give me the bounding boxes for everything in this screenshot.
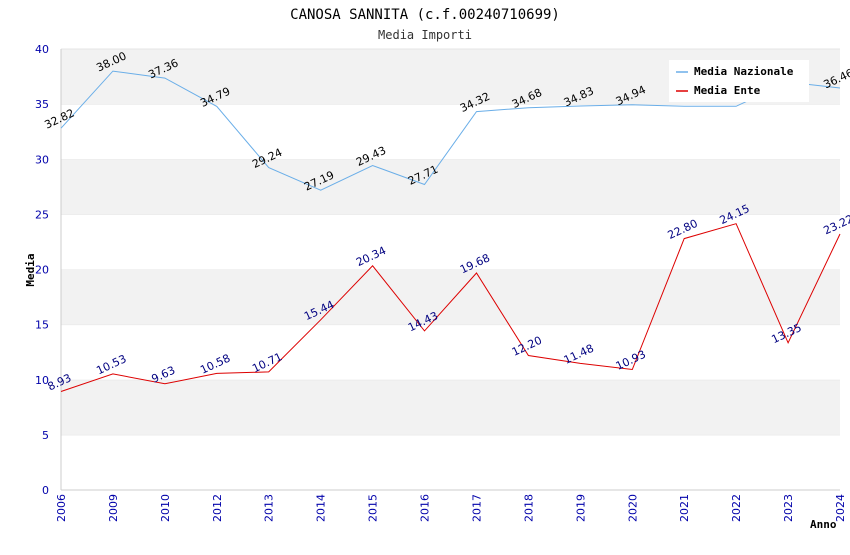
- x-tick-label: 2023: [782, 494, 795, 522]
- x-tick-label: 2012: [211, 494, 224, 522]
- series-line-media-ente: [60, 223, 841, 392]
- x-tick-label: 2018: [522, 494, 535, 522]
- x-tick-label: 2006: [55, 494, 68, 522]
- grid-band: [61, 269, 840, 325]
- chart-title: CANOSA SANNITA (c.f.00240710699): [290, 7, 560, 23]
- y-tick-label: 25: [35, 208, 49, 221]
- legend-label-nazionale: Media Nazionale: [694, 65, 794, 78]
- y-tick-label: 35: [35, 98, 49, 111]
- series-lines: [60, 70, 841, 392]
- y-tick-label: 5: [42, 429, 49, 442]
- x-axis-title: Anno: [810, 518, 837, 531]
- x-tick-label: 2013: [263, 494, 276, 522]
- legend: Media Nazionale Media Ente: [669, 60, 809, 102]
- x-tick-label: 2010: [159, 494, 172, 522]
- x-axis-ticks: 2006 2009 2010 2012 2013 2014 2015 2016 2017 2018…: [55, 494, 847, 522]
- grid-band: [61, 379, 840, 435]
- y-axis-title: Media: [24, 253, 37, 286]
- x-tick-label: 2017: [470, 494, 483, 522]
- x-tick-label: 2020: [626, 494, 639, 522]
- chart-subtitle: Media Importi: [378, 28, 472, 42]
- x-tick-label: 2009: [107, 494, 120, 522]
- y-tick-label: 15: [35, 319, 49, 332]
- y-tick-label: 30: [35, 153, 49, 166]
- x-tick-label: 2024: [834, 494, 847, 522]
- y-tick-label: 40: [35, 43, 49, 56]
- grid-band: [61, 324, 840, 380]
- y-axis-ticks: 0 5 10 15 20 25 30 35 40: [35, 43, 49, 497]
- grid-band: [61, 434, 840, 490]
- x-tick-label: 2019: [574, 494, 587, 522]
- y-tick-label: 20: [35, 264, 49, 277]
- grid-bands: [60, 48, 840, 491]
- x-tick-label: 2016: [419, 494, 432, 522]
- y-tick-label: 10: [35, 374, 49, 387]
- x-tick-label: 2022: [730, 494, 743, 522]
- x-tick-label: 2015: [367, 494, 380, 522]
- grid-band: [61, 159, 840, 215]
- grid-band: [61, 104, 840, 160]
- legend-box: [669, 60, 809, 102]
- legend-label-ente: Media Ente: [694, 84, 761, 97]
- x-tick-label: 2014: [315, 494, 328, 522]
- y-tick-label: 0: [42, 484, 49, 497]
- grid-band: [61, 214, 840, 270]
- x-tick-label: 2021: [678, 494, 691, 522]
- series-line-media-nazionale: [60, 70, 841, 191]
